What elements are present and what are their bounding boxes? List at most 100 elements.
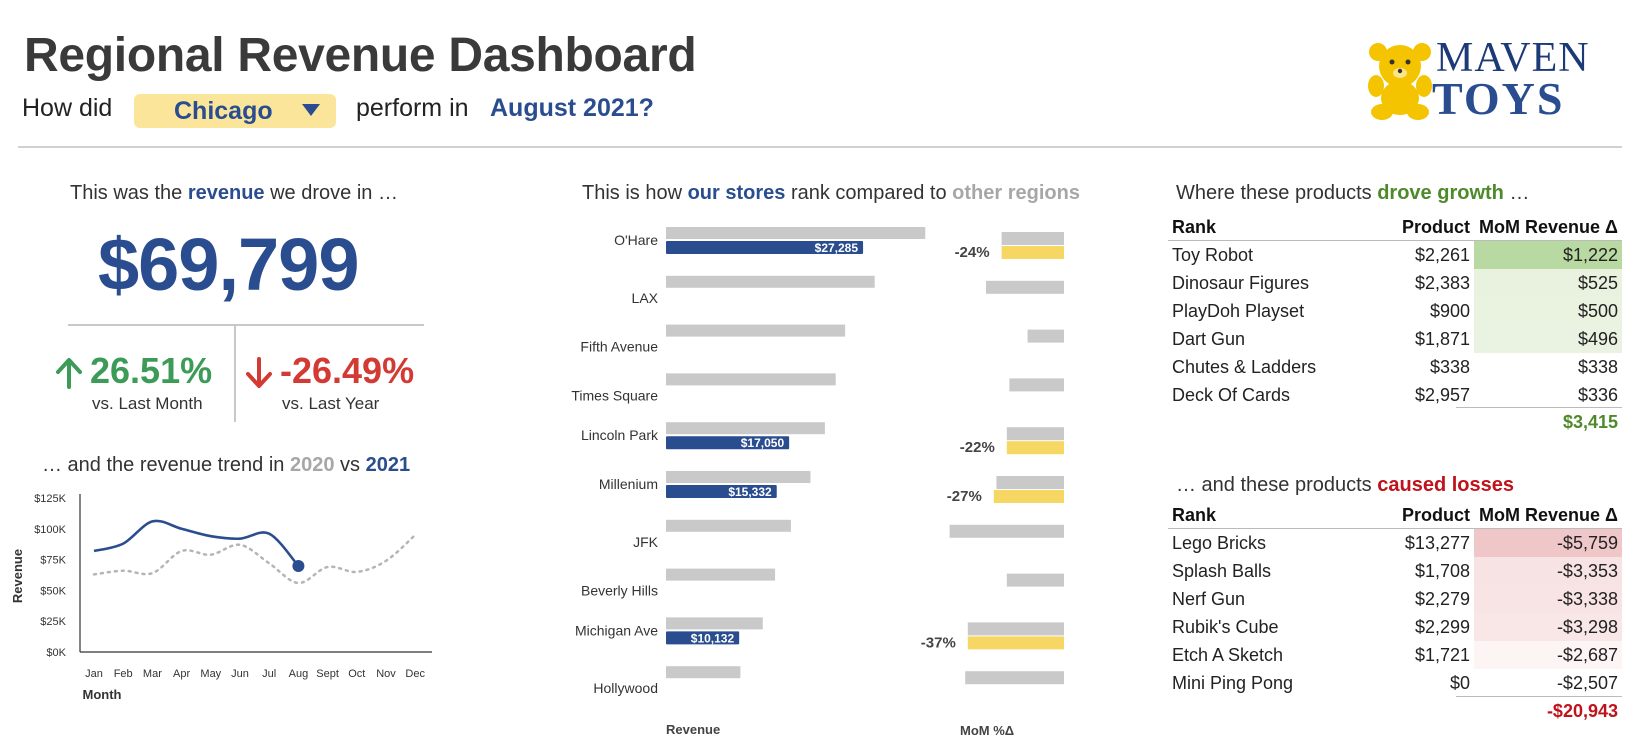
loss-products-table: Rank Product MoM Revenue Δ Lego Bricks $1… — [1168, 502, 1622, 697]
store-label: JFK — [633, 534, 659, 550]
product-name: Rubik's Cube — [1172, 616, 1279, 637]
mom-revenue-delta: -$5,759 — [1474, 528, 1622, 557]
revenue-selected-bar — [666, 485, 777, 498]
trend-section-heading: … and the revenue trend in 2020 vs 2021 — [42, 454, 410, 477]
store-label: O'Hare — [614, 232, 658, 248]
store-label: Beverly Hills — [581, 583, 658, 599]
revenue-prior-bar — [666, 471, 811, 483]
store-label: Hollywood — [593, 680, 658, 696]
product-revenue: $1,708 — [1414, 560, 1470, 581]
product-revenue: $2,261 — [1414, 244, 1470, 265]
mom-prior-bar — [965, 671, 1064, 685]
loss-row: Rubik's Cube $2,299 -$3,298 — [1168, 613, 1622, 641]
product-name: Deck Of Cards — [1172, 384, 1291, 405]
product-name: Etch A Sketch — [1172, 644, 1284, 665]
loss-col-delta: MoM Revenue Δ — [1474, 502, 1622, 529]
ranking-head-em: our stores — [687, 182, 786, 204]
mom-revenue-delta: $500 — [1474, 297, 1622, 325]
loss-head-em: caused losses — [1377, 474, 1514, 496]
y-tick-label: $125K — [34, 493, 66, 505]
product-revenue: $13,277 — [1404, 532, 1470, 553]
mom-prior-bar — [1006, 427, 1064, 441]
revenue-prior-bar — [666, 373, 836, 386]
revenue-total: $69,799 — [98, 223, 359, 306]
product-revenue: $2,279 — [1414, 588, 1470, 609]
prompt-mid: perform in — [356, 94, 469, 122]
product-revenue: $1,721 — [1414, 644, 1470, 665]
mom-prior-bar — [1001, 232, 1064, 245]
product-revenue: $338 — [1429, 356, 1470, 377]
loss-col-product: Product — [1376, 502, 1474, 529]
mom-revenue-delta: $1,222 — [1474, 240, 1622, 269]
header-divider — [18, 146, 1622, 148]
loss-row: Nerf Gun $2,279 -$3,338 — [1168, 585, 1622, 613]
logo-text-maven: MAVEN — [1436, 35, 1590, 81]
kpi-vertical-divider — [234, 326, 236, 422]
product-name: Dinosaur Figures — [1172, 272, 1310, 293]
latest-point-marker — [292, 560, 305, 573]
mom-revenue-delta: -$3,338 — [1474, 585, 1622, 613]
mom-data-label: -27% — [947, 488, 982, 505]
x-tick-label: May — [200, 668, 221, 680]
prompt-start: How did — [22, 94, 113, 122]
mom-revenue-delta: $525 — [1474, 269, 1622, 297]
x-axis-title: Month — [83, 687, 122, 702]
y-axis-title: Revenue — [10, 549, 25, 603]
revenue-data-label: $17,050 — [741, 436, 785, 450]
growth-row: Chutes & Ladders $338 $338 — [1168, 353, 1622, 381]
growth-products-table: Rank Product MoM Revenue Δ Toy Robot $2,2… — [1168, 214, 1622, 409]
ranking-section-heading: This is how our stores rank compared to … — [582, 182, 1080, 205]
revenue-data-label: $15,332 — [728, 485, 772, 499]
x-tick-label: Apr — [173, 668, 190, 680]
growth-col-product: Product — [1376, 214, 1474, 241]
revenue-axis-title: Revenue — [666, 722, 720, 737]
revenue-prior-bar — [666, 227, 926, 239]
revenue-head-em: revenue — [187, 182, 265, 204]
mom-selected-bar — [993, 490, 1064, 503]
mom-change-value: 26.51% — [90, 350, 213, 391]
loss-total: -$20,943 — [1546, 701, 1618, 721]
revenue-prior-bar — [666, 568, 776, 581]
chevron-down-icon[interactable] — [302, 104, 320, 116]
revenue-prior-bar — [666, 617, 763, 630]
store-label: Millenium — [599, 476, 658, 492]
growth-section-heading: Where these products drove growth … — [1176, 182, 1529, 205]
mom-data-label: -37% — [921, 634, 956, 651]
revenue-prior-bar — [666, 275, 875, 288]
x-tick-label: Jul — [262, 668, 276, 680]
y-tick-label: $100K — [34, 524, 66, 536]
x-tick-label: Sept — [316, 668, 339, 680]
mom-change-label: vs. Last Month — [92, 394, 203, 413]
region-dropdown-value: Chicago — [174, 97, 273, 125]
region-dropdown[interactable]: Chicago — [134, 94, 336, 128]
mom-prior-bar — [967, 622, 1064, 636]
mom-prior-bar — [1009, 378, 1064, 392]
x-tick-label: Feb — [114, 668, 133, 680]
revenue-prior-bar — [666, 519, 791, 532]
series-line-2021 — [93, 519, 300, 567]
growth-total: $3,415 — [1562, 412, 1618, 432]
period-label: August 2021? — [490, 94, 654, 122]
growth-head-pre: Where these products — [1176, 182, 1372, 204]
mom-data-label: -22% — [960, 439, 995, 456]
revenue-prior-bar — [666, 422, 825, 435]
ranking-head-mid: rank compared to — [790, 182, 947, 204]
mom-prior-bar — [996, 476, 1064, 489]
growth-row: Toy Robot $2,261 $1,222 — [1168, 240, 1622, 269]
product-revenue: $1,871 — [1414, 328, 1470, 349]
product-name: Toy Robot — [1172, 244, 1254, 265]
revenue-data-label: $27,285 — [815, 241, 859, 255]
x-tick-label: Jun — [231, 668, 249, 680]
y-tick-label: $25K — [40, 616, 66, 628]
x-tick-label: Nov — [376, 668, 396, 680]
revenue-section-heading: This was the revenue we drove in … — [70, 182, 398, 205]
product-name: PlayDoh Playset — [1172, 300, 1305, 321]
teddy-bear-icon — [1368, 43, 1432, 120]
growth-row: Dinosaur Figures $2,383 $525 — [1168, 269, 1622, 297]
trend-head-pre: … and the revenue trend in — [42, 454, 285, 476]
yoy-change-value: -26.49% — [280, 350, 415, 391]
loss-row: Splash Balls $1,708 -$3,353 — [1168, 557, 1622, 585]
mom-revenue-delta: $496 — [1474, 325, 1622, 353]
revenue-data-label: $10,132 — [691, 631, 735, 645]
logo-text-toys: TOYS — [1432, 73, 1565, 124]
